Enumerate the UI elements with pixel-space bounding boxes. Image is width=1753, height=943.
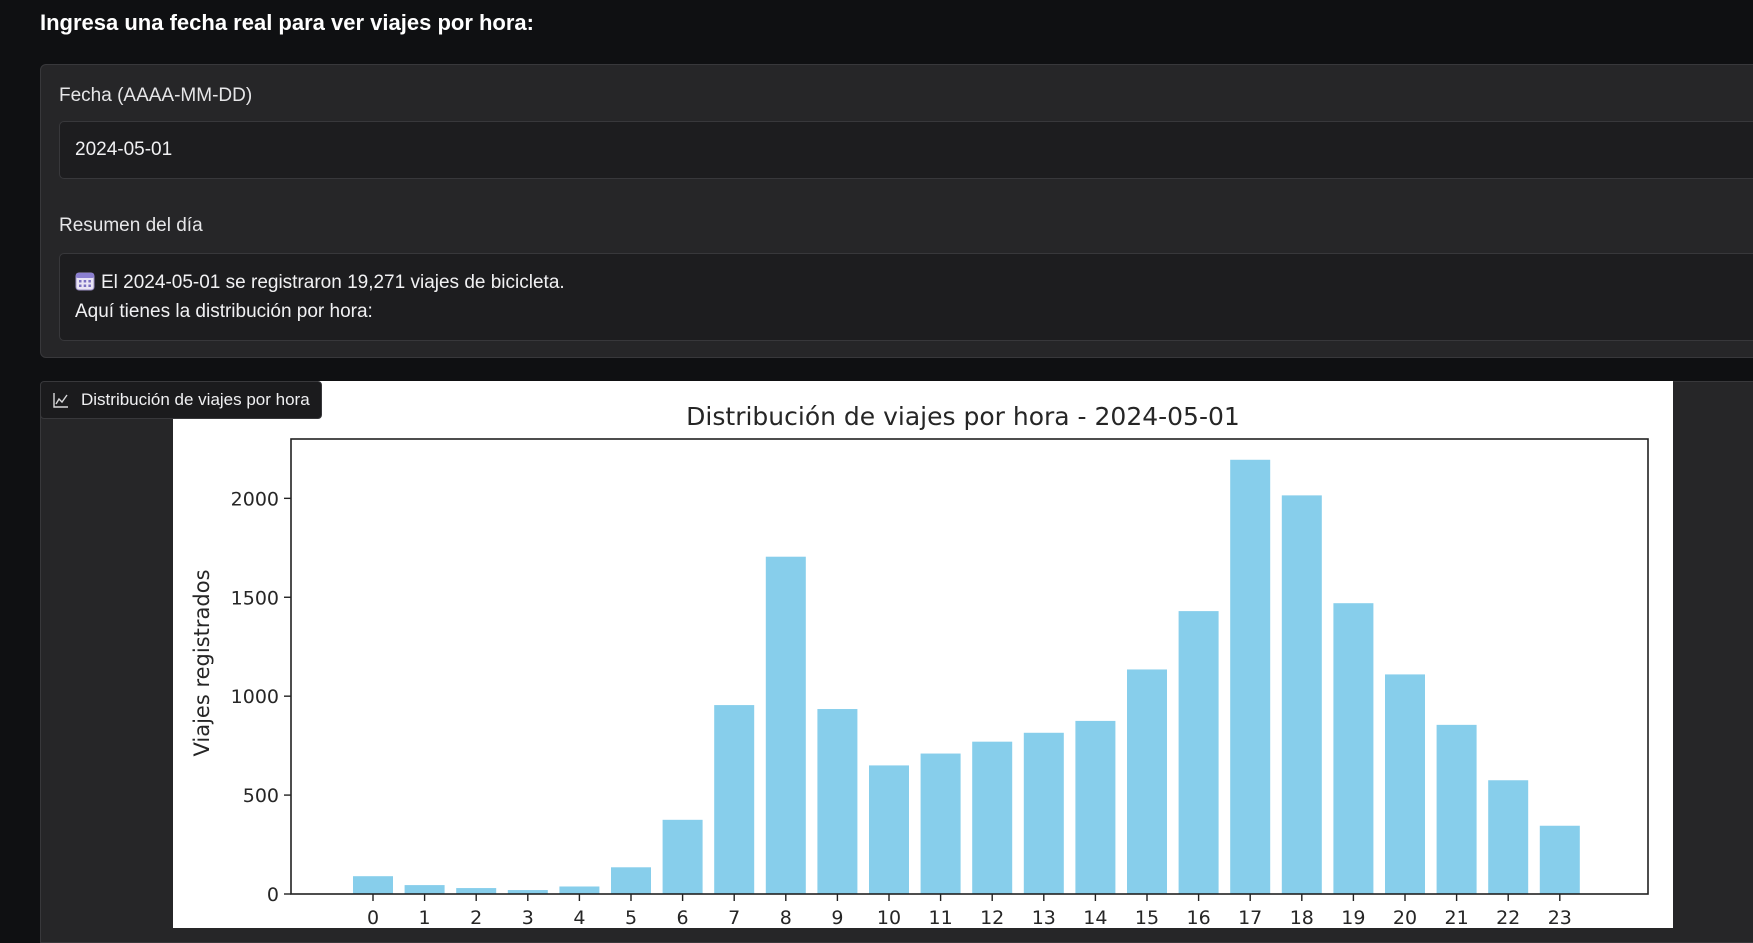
x-tick-label: 3	[522, 907, 534, 928]
x-tick-label: 7	[728, 907, 740, 928]
bar-hour-11	[920, 753, 961, 894]
x-tick-label: 19	[1341, 907, 1365, 928]
bar-hour-2	[456, 888, 497, 894]
date-field-label: Fecha (AAAA-MM-DD)	[59, 85, 253, 106]
calendar-icon	[75, 272, 95, 291]
bar-hour-16	[1178, 611, 1219, 894]
summary-textbox[interactable]: El 2024-05-01 se registraron 19,271 viaj…	[59, 253, 1753, 341]
x-tick-label: 15	[1135, 907, 1159, 928]
chart-title: Distribución de viajes por hora - 2024-0…	[686, 402, 1240, 431]
x-tick-label: 23	[1548, 907, 1572, 928]
chart-line-icon	[53, 393, 68, 408]
plot-label-tab: Distribución de viajes por hora	[40, 381, 322, 419]
bar-hour-22	[1488, 780, 1529, 894]
form-panel: Fecha (AAAA-MM-DD) 2024-05-01 Resumen de…	[40, 64, 1753, 358]
bar-hour-14	[1075, 720, 1116, 894]
x-tick-label: 1	[419, 907, 431, 928]
x-tick-label: 9	[831, 907, 843, 928]
summary-text-1: El 2024-05-01 se registraron 19,271 viaj…	[101, 272, 565, 293]
page-heading: Ingresa una fecha real para ver viajes p…	[40, 10, 534, 35]
plot-frame	[290, 438, 1649, 895]
bar-hour-12	[972, 741, 1013, 894]
x-tick-label: 18	[1290, 907, 1314, 928]
bar-hour-23	[1539, 825, 1580, 894]
summary-label: Resumen del día	[59, 215, 203, 236]
bar-hour-10	[869, 765, 909, 894]
summary-line-1: El 2024-05-01 se registraron 19,271 viaj…	[75, 268, 1753, 297]
x-tick-label: 12	[980, 907, 1004, 928]
bar-hour-0	[353, 876, 393, 894]
bar-hour-7	[714, 705, 755, 894]
y-tick-label: 0	[267, 884, 279, 906]
x-tick-label: 20	[1393, 907, 1417, 928]
x-tick-label: 14	[1083, 907, 1107, 928]
bar-hour-19	[1333, 603, 1374, 894]
bar-hour-21	[1436, 724, 1477, 894]
bar-hour-3	[507, 890, 548, 894]
x-tick-label: 4	[573, 907, 585, 928]
x-tick-label: 17	[1238, 907, 1262, 928]
x-tick-label: 8	[780, 907, 792, 928]
bar-hour-15	[1127, 669, 1167, 894]
bar-hour-5	[611, 867, 651, 894]
bar-hour-13	[1023, 732, 1064, 894]
chart-svg: Distribución de viajes por hora - 2024-0…	[190, 402, 1649, 929]
x-tick-label: 10	[877, 907, 901, 928]
y-tick-label: 2000	[231, 488, 279, 510]
plot-label-text: Distribución de viajes por hora	[81, 390, 310, 409]
bar-hour-1	[404, 885, 445, 894]
y-tick-label: 1000	[231, 686, 279, 708]
x-tick-label: 6	[677, 907, 689, 928]
x-tick-label: 22	[1496, 907, 1520, 928]
bar-hour-6	[662, 819, 703, 894]
x-tick-label: 0	[367, 907, 379, 928]
bar-hour-8	[765, 556, 806, 894]
x-tick-label: 5	[625, 907, 637, 928]
date-input[interactable]: 2024-05-01	[59, 121, 1753, 179]
x-tick-label: 2	[470, 907, 482, 928]
x-tick-label: 13	[1032, 907, 1056, 928]
y-tick-label: 1500	[231, 587, 279, 609]
x-tick-label: 11	[929, 907, 953, 928]
x-tick-label: 21	[1445, 907, 1469, 928]
date-input-value: 2024-05-01	[75, 139, 173, 160]
bar-hour-9	[817, 709, 858, 894]
bar-hour-18	[1281, 495, 1322, 894]
bar-chart: Distribución de viajes por hora - 2024-0…	[173, 381, 1673, 929]
bar-hour-17	[1230, 459, 1271, 894]
bar-hour-20	[1385, 674, 1425, 894]
y-tick-label: 500	[243, 785, 279, 807]
bar-hour-4	[559, 886, 600, 894]
chart-y-axis-label: Viajes registrados	[190, 569, 214, 756]
summary-line-2: Aquí tienes la distribución por hora:	[75, 301, 373, 322]
x-tick-label: 16	[1187, 907, 1211, 928]
